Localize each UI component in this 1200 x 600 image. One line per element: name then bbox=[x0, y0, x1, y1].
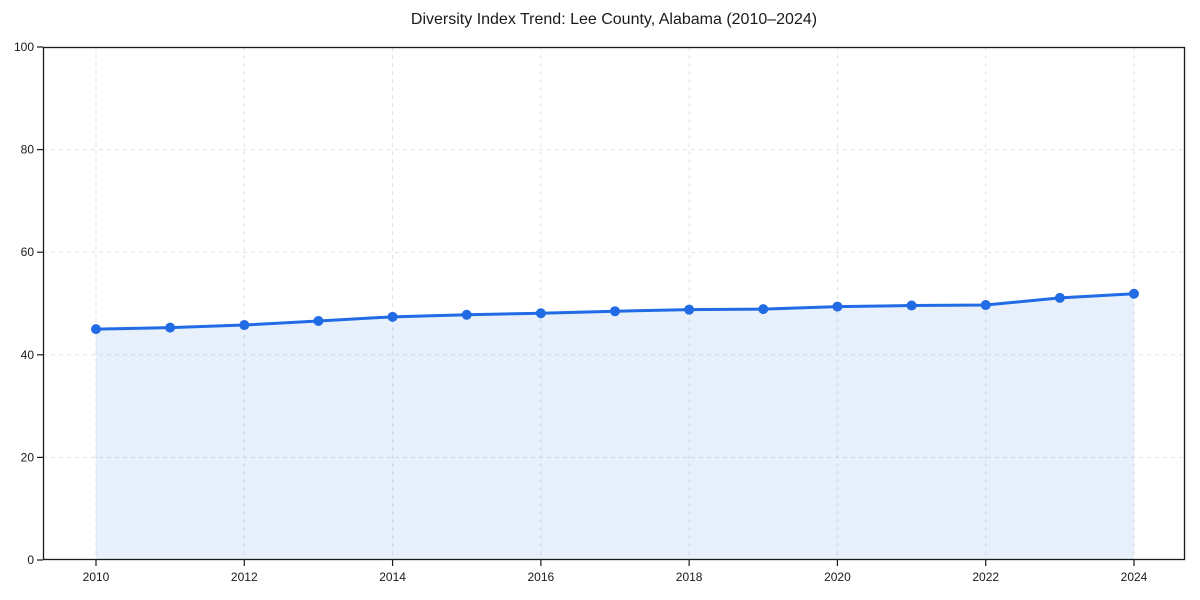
y-tick-label: 100 bbox=[14, 40, 34, 54]
data-point bbox=[535, 308, 546, 319]
y-tick-label: 60 bbox=[21, 245, 35, 259]
data-point bbox=[832, 301, 843, 312]
x-tick-label: 2012 bbox=[231, 570, 258, 584]
data-point bbox=[610, 306, 620, 317]
data-point bbox=[758, 304, 769, 315]
x-tick-label: 2016 bbox=[528, 570, 555, 584]
data-point bbox=[1129, 288, 1139, 299]
data-point bbox=[980, 300, 991, 311]
x-tick-label: 2022 bbox=[972, 570, 999, 584]
y-tick-label: 80 bbox=[21, 143, 35, 157]
x-tick-label: 2014 bbox=[379, 570, 406, 584]
y-tick-label: 40 bbox=[21, 348, 35, 362]
y-tick-label: 0 bbox=[27, 553, 34, 567]
data-point bbox=[165, 322, 176, 333]
data-point bbox=[461, 309, 472, 320]
plot-border bbox=[42, 46, 1186, 561]
data-point bbox=[1054, 292, 1065, 303]
y-tick-label: 20 bbox=[21, 450, 35, 464]
data-point bbox=[91, 324, 101, 335]
x-tick-label: 2020 bbox=[824, 570, 851, 584]
data-point bbox=[313, 315, 324, 326]
x-tick-label: 2024 bbox=[1121, 570, 1148, 584]
data-point bbox=[239, 320, 250, 331]
data-point bbox=[387, 311, 398, 322]
x-tick-label: 2010 bbox=[83, 570, 110, 584]
data-point bbox=[684, 304, 695, 315]
area-fill bbox=[96, 293, 1134, 560]
chart-title: Diversity Index Trend: Lee County, Alaba… bbox=[410, 11, 818, 28]
x-tick-label: 2018 bbox=[676, 570, 703, 584]
data-point bbox=[906, 300, 917, 311]
